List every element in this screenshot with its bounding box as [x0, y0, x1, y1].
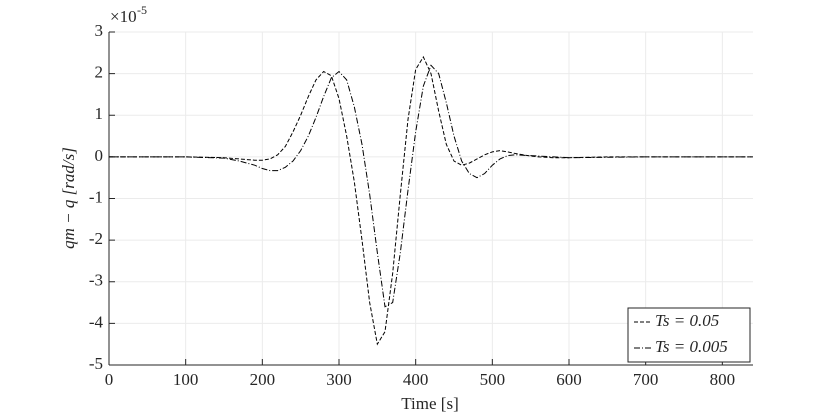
x-tick-label: 0 — [105, 370, 114, 389]
x-tick-label: 800 — [710, 370, 736, 389]
legend-box — [627, 307, 751, 363]
y-tick-label: 3 — [95, 21, 104, 40]
legend-label: Ts = 0.05 — [655, 311, 719, 330]
legend-label: Ts = 0.005 — [655, 337, 728, 356]
x-tick-label: 400 — [403, 370, 429, 389]
x-tick-label: 500 — [480, 370, 506, 389]
y-tick-label: 0 — [95, 146, 104, 165]
y-axis-label: qm − q [rad/s] — [59, 147, 78, 249]
y-tick-label: -5 — [89, 354, 103, 373]
y-multiplier-exponent: -5 — [137, 3, 147, 17]
x-tick-label: 300 — [326, 370, 352, 389]
y-tick-label: -2 — [89, 229, 103, 248]
y-tick-label: -3 — [89, 271, 103, 290]
data-line — [109, 55, 753, 346]
y-tick-label: -1 — [89, 187, 103, 206]
x-axis-label: Time [s] — [401, 394, 458, 413]
y-tick-label: -4 — [89, 312, 104, 331]
x-tick-label: 600 — [556, 370, 582, 389]
x-tick-label: 100 — [173, 370, 199, 389]
x-tick-label: 700 — [633, 370, 659, 389]
y-tick-label: 1 — [95, 104, 104, 123]
y-tick-label: 2 — [95, 63, 104, 82]
x-tick-label: 200 — [250, 370, 276, 389]
y-multiplier: ×10 — [110, 7, 137, 26]
